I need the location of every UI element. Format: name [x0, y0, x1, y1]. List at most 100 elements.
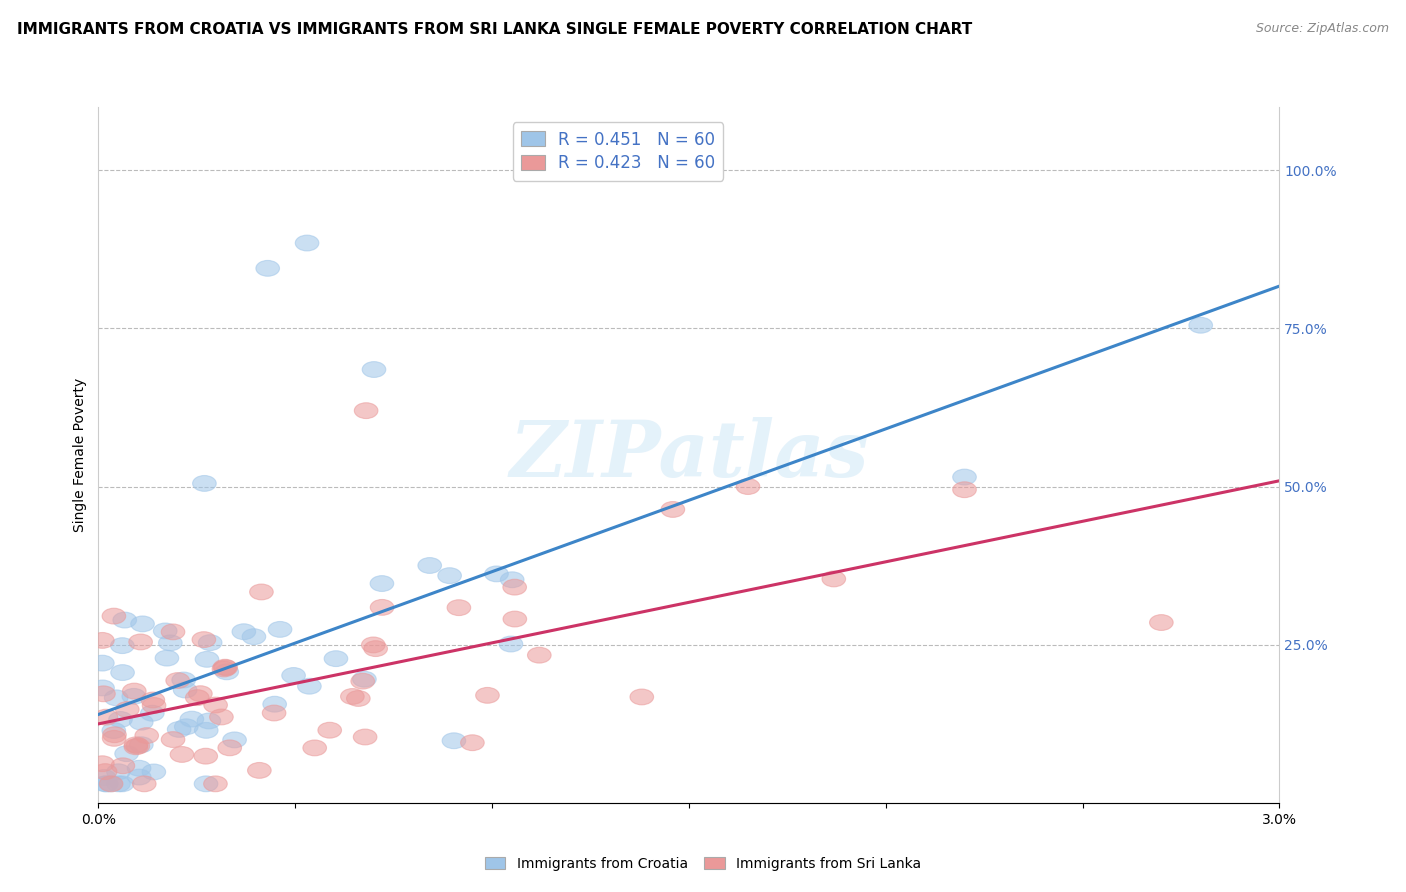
- Ellipse shape: [354, 402, 378, 418]
- Ellipse shape: [132, 776, 156, 792]
- Ellipse shape: [527, 648, 551, 663]
- Ellipse shape: [218, 740, 242, 756]
- Ellipse shape: [90, 756, 114, 772]
- Ellipse shape: [127, 739, 149, 754]
- Ellipse shape: [108, 712, 132, 727]
- Ellipse shape: [441, 733, 465, 748]
- Ellipse shape: [142, 698, 166, 714]
- Ellipse shape: [194, 748, 218, 764]
- Ellipse shape: [122, 683, 146, 699]
- Text: ZIPatlas: ZIPatlas: [509, 417, 869, 493]
- Ellipse shape: [737, 479, 759, 494]
- Ellipse shape: [91, 680, 114, 696]
- Ellipse shape: [437, 567, 461, 583]
- Ellipse shape: [214, 660, 238, 676]
- Ellipse shape: [361, 637, 385, 653]
- Ellipse shape: [302, 740, 326, 756]
- Ellipse shape: [141, 692, 165, 708]
- Ellipse shape: [370, 599, 394, 615]
- Ellipse shape: [128, 769, 150, 785]
- Ellipse shape: [447, 599, 471, 615]
- Ellipse shape: [250, 584, 273, 599]
- Ellipse shape: [353, 672, 377, 687]
- Ellipse shape: [111, 758, 135, 773]
- Legend: R = 0.451   N = 60, R = 0.423   N = 60: R = 0.451 N = 60, R = 0.423 N = 60: [513, 122, 723, 181]
- Ellipse shape: [107, 776, 131, 792]
- Ellipse shape: [418, 558, 441, 574]
- Ellipse shape: [269, 622, 292, 637]
- Ellipse shape: [242, 629, 266, 645]
- Ellipse shape: [111, 638, 134, 654]
- Ellipse shape: [318, 723, 342, 738]
- Ellipse shape: [204, 776, 228, 792]
- Ellipse shape: [162, 624, 184, 640]
- Text: IMMIGRANTS FROM CROATIA VS IMMIGRANTS FROM SRI LANKA SINGLE FEMALE POVERTY CORRE: IMMIGRANTS FROM CROATIA VS IMMIGRANTS FR…: [17, 22, 972, 37]
- Ellipse shape: [661, 501, 685, 517]
- Ellipse shape: [215, 664, 239, 680]
- Ellipse shape: [103, 723, 125, 739]
- Ellipse shape: [823, 571, 845, 587]
- Ellipse shape: [325, 651, 347, 666]
- Ellipse shape: [364, 640, 388, 657]
- Ellipse shape: [141, 706, 165, 721]
- Ellipse shape: [503, 611, 527, 627]
- Ellipse shape: [103, 608, 125, 624]
- Ellipse shape: [93, 770, 115, 786]
- Ellipse shape: [370, 575, 394, 591]
- Ellipse shape: [198, 635, 222, 650]
- Ellipse shape: [263, 697, 287, 712]
- Ellipse shape: [630, 689, 654, 705]
- Ellipse shape: [166, 673, 190, 689]
- Ellipse shape: [501, 572, 524, 588]
- Ellipse shape: [142, 764, 166, 780]
- Ellipse shape: [340, 689, 364, 705]
- Ellipse shape: [197, 713, 221, 729]
- Ellipse shape: [128, 760, 150, 776]
- Ellipse shape: [193, 475, 217, 491]
- Ellipse shape: [209, 709, 233, 725]
- Ellipse shape: [129, 737, 153, 753]
- Ellipse shape: [112, 612, 136, 628]
- Ellipse shape: [204, 698, 228, 713]
- Ellipse shape: [256, 260, 280, 277]
- Ellipse shape: [94, 776, 117, 792]
- Ellipse shape: [263, 705, 285, 721]
- Ellipse shape: [1189, 318, 1212, 333]
- Ellipse shape: [953, 482, 976, 498]
- Ellipse shape: [222, 732, 246, 747]
- Ellipse shape: [953, 469, 976, 485]
- Ellipse shape: [180, 711, 204, 727]
- Ellipse shape: [129, 634, 152, 650]
- Text: Source: ZipAtlas.com: Source: ZipAtlas.com: [1256, 22, 1389, 36]
- Ellipse shape: [155, 650, 179, 666]
- Ellipse shape: [188, 686, 212, 702]
- Ellipse shape: [194, 723, 218, 739]
- Ellipse shape: [122, 689, 146, 705]
- Ellipse shape: [98, 776, 122, 792]
- Ellipse shape: [129, 714, 153, 730]
- Ellipse shape: [167, 722, 191, 738]
- Ellipse shape: [352, 673, 374, 689]
- Ellipse shape: [363, 361, 385, 377]
- Ellipse shape: [281, 667, 305, 683]
- Ellipse shape: [153, 623, 177, 639]
- Ellipse shape: [298, 678, 321, 694]
- Ellipse shape: [247, 763, 271, 779]
- Ellipse shape: [104, 690, 128, 706]
- Ellipse shape: [91, 686, 115, 702]
- Ellipse shape: [94, 776, 118, 792]
- Ellipse shape: [100, 776, 122, 792]
- Ellipse shape: [162, 731, 184, 747]
- Ellipse shape: [1150, 615, 1173, 631]
- Ellipse shape: [90, 656, 114, 671]
- Ellipse shape: [115, 746, 138, 762]
- Legend: Immigrants from Croatia, Immigrants from Sri Lanka: Immigrants from Croatia, Immigrants from…: [479, 851, 927, 876]
- Ellipse shape: [90, 632, 114, 648]
- Ellipse shape: [124, 739, 148, 755]
- Ellipse shape: [232, 624, 256, 640]
- Ellipse shape: [131, 616, 155, 632]
- Ellipse shape: [124, 737, 148, 753]
- Y-axis label: Single Female Poverty: Single Female Poverty: [73, 378, 87, 532]
- Ellipse shape: [103, 727, 127, 743]
- Ellipse shape: [94, 709, 118, 725]
